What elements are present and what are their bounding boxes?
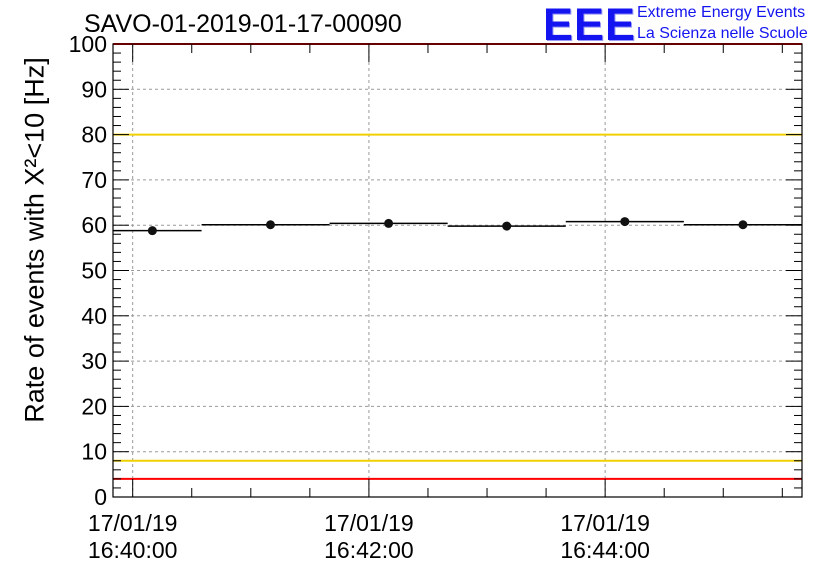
logo-line-1: Extreme Energy Events: [637, 4, 806, 21]
data-point: [265, 220, 275, 230]
chart-title: SAVO-01-2019-01-17-00090: [84, 10, 402, 38]
x-tick-label-date: 17/01/19: [324, 510, 414, 536]
data-point: [147, 226, 157, 236]
x-tick-label-time: 16:42:00: [324, 537, 414, 563]
y-tick-label: 60: [81, 212, 107, 238]
y-tick-label: 30: [81, 348, 107, 374]
y-tick-label: 20: [81, 393, 107, 419]
data-point: [738, 220, 748, 230]
eee-logo: EEE: [543, 0, 637, 50]
y-tick-label: 0: [94, 484, 107, 510]
data-point: [620, 217, 630, 227]
y-tick-label: 10: [81, 439, 107, 465]
y-tick-label: 100: [69, 31, 107, 57]
logo-line-2: La Scienza nelle Scuole: [637, 25, 808, 42]
x-tick-label-date: 17/01/19: [88, 510, 178, 536]
x-tick-label-date: 17/01/19: [560, 510, 650, 536]
y-tick-label: 50: [81, 258, 107, 284]
y-tick-label: 40: [81, 303, 107, 329]
y-tick-label: 70: [81, 167, 107, 193]
x-tick-label-time: 16:40:00: [88, 537, 178, 563]
y-tick-label: 80: [81, 122, 107, 148]
data-point: [502, 221, 512, 231]
data-point: [384, 218, 394, 228]
x-tick-label-time: 16:44:00: [560, 537, 650, 563]
y-tick-label: 90: [81, 76, 107, 102]
